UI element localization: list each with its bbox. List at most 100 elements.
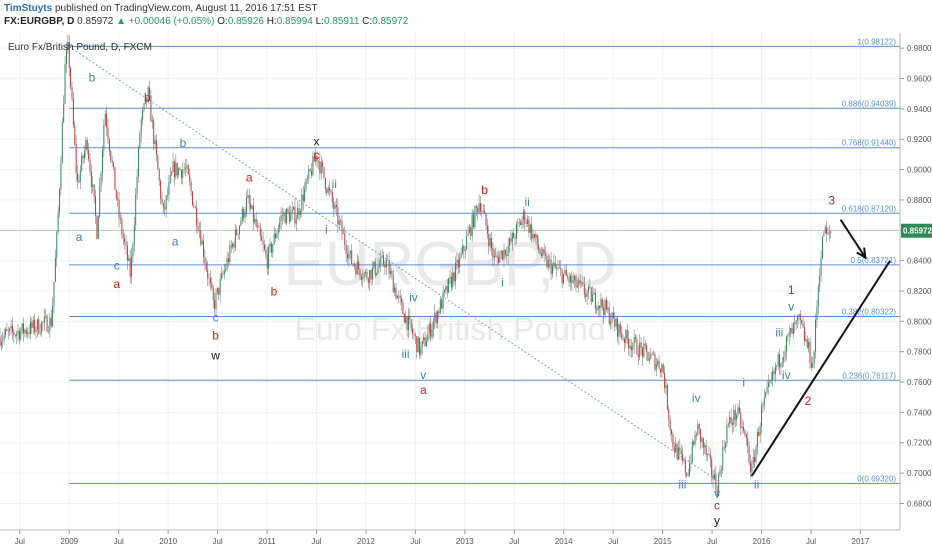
candle-body	[237, 234, 239, 235]
candle-body	[248, 195, 250, 204]
candle-body	[67, 41, 69, 51]
candle-body	[322, 161, 324, 168]
candle-body	[122, 234, 124, 239]
candle-body	[752, 457, 754, 465]
candle-body	[295, 219, 297, 224]
candle-body	[97, 216, 99, 239]
candle-body	[532, 233, 534, 239]
candle-body	[802, 323, 804, 328]
chart-title: Euro Fx/British Pound, D, FXCM	[8, 42, 152, 53]
candle-body	[568, 277, 570, 283]
wave-label: c	[114, 259, 120, 273]
candle-body	[208, 277, 210, 279]
candle-body	[474, 206, 476, 228]
candle-body	[619, 324, 621, 334]
candle-body	[279, 221, 281, 229]
candle-body	[679, 447, 681, 451]
candle-body	[575, 275, 577, 288]
candle-body	[546, 255, 548, 268]
candle-body	[590, 287, 592, 303]
candle-body	[83, 150, 85, 159]
candle-body	[395, 287, 397, 299]
candle-body	[495, 255, 497, 257]
candle-body	[653, 353, 655, 355]
fibonacci-levels: 1(0.98122) 0.886(0.94039) 0.768(0.91440) 0.…	[69, 37, 900, 484]
candle-body	[304, 188, 306, 202]
candle-body	[424, 337, 426, 347]
wave-label: c	[313, 148, 319, 162]
candle-body	[754, 457, 756, 462]
candle-body	[693, 441, 695, 445]
candle-body	[529, 224, 531, 233]
candle-body	[767, 382, 769, 387]
candle-body	[270, 243, 272, 253]
candle-body	[11, 325, 13, 332]
candle-body	[823, 233, 825, 237]
candle-body	[50, 317, 52, 327]
candle-body	[780, 363, 782, 368]
candle-body	[171, 171, 173, 175]
candle-body	[341, 221, 343, 234]
candle-body	[173, 161, 175, 178]
candle-body	[625, 329, 627, 344]
candle-body	[779, 354, 781, 368]
watermark-name: Euro Fx/British Pound	[294, 311, 605, 347]
candle-body	[221, 273, 223, 280]
candle-body	[302, 194, 304, 202]
candle-body	[785, 336, 787, 352]
candle-body	[81, 155, 83, 171]
candle-body	[821, 236, 823, 259]
x-tick-label: Jul	[608, 537, 618, 546]
candle-body	[457, 259, 459, 268]
wave-label: 1	[788, 283, 795, 297]
candle-body	[387, 259, 389, 261]
candle-body	[813, 351, 815, 364]
candle-body	[77, 173, 79, 181]
candle-body	[551, 265, 553, 274]
candle-body	[344, 233, 346, 245]
candle-body	[189, 174, 191, 182]
low-value: 0.85911	[323, 16, 360, 27]
candle-body	[597, 305, 599, 311]
candle-body	[553, 262, 555, 266]
candle-body	[524, 211, 526, 224]
candle-body	[774, 366, 776, 374]
candle-body	[749, 462, 751, 472]
candle-body	[803, 327, 805, 341]
candle-body	[473, 214, 475, 228]
candle-body	[65, 50, 67, 65]
candle-body	[596, 308, 598, 311]
candle-body	[635, 336, 637, 339]
candle-body	[178, 168, 180, 176]
candle-body	[784, 351, 786, 357]
candle-body	[257, 225, 259, 227]
candle-body	[499, 254, 501, 263]
candle-body	[313, 156, 315, 162]
candle-body	[316, 156, 318, 162]
candle-body	[587, 286, 589, 292]
candle-body	[756, 432, 758, 448]
candle-body	[438, 311, 440, 314]
candle-body	[365, 271, 367, 273]
candle-body	[810, 362, 812, 368]
candle-body	[183, 169, 185, 171]
candle-body	[795, 320, 797, 325]
candle-body	[686, 472, 688, 476]
candle-body	[416, 336, 418, 353]
candle-body	[547, 259, 549, 268]
candle-body	[409, 315, 411, 320]
candle-body	[528, 219, 530, 233]
author-link[interactable]: TimStuyts	[4, 3, 53, 14]
candle-body	[828, 232, 830, 234]
candle-body	[676, 443, 678, 460]
candle-body	[57, 212, 59, 233]
candle-body	[510, 238, 512, 242]
candle-body	[59, 189, 61, 213]
candle-body	[812, 363, 814, 368]
